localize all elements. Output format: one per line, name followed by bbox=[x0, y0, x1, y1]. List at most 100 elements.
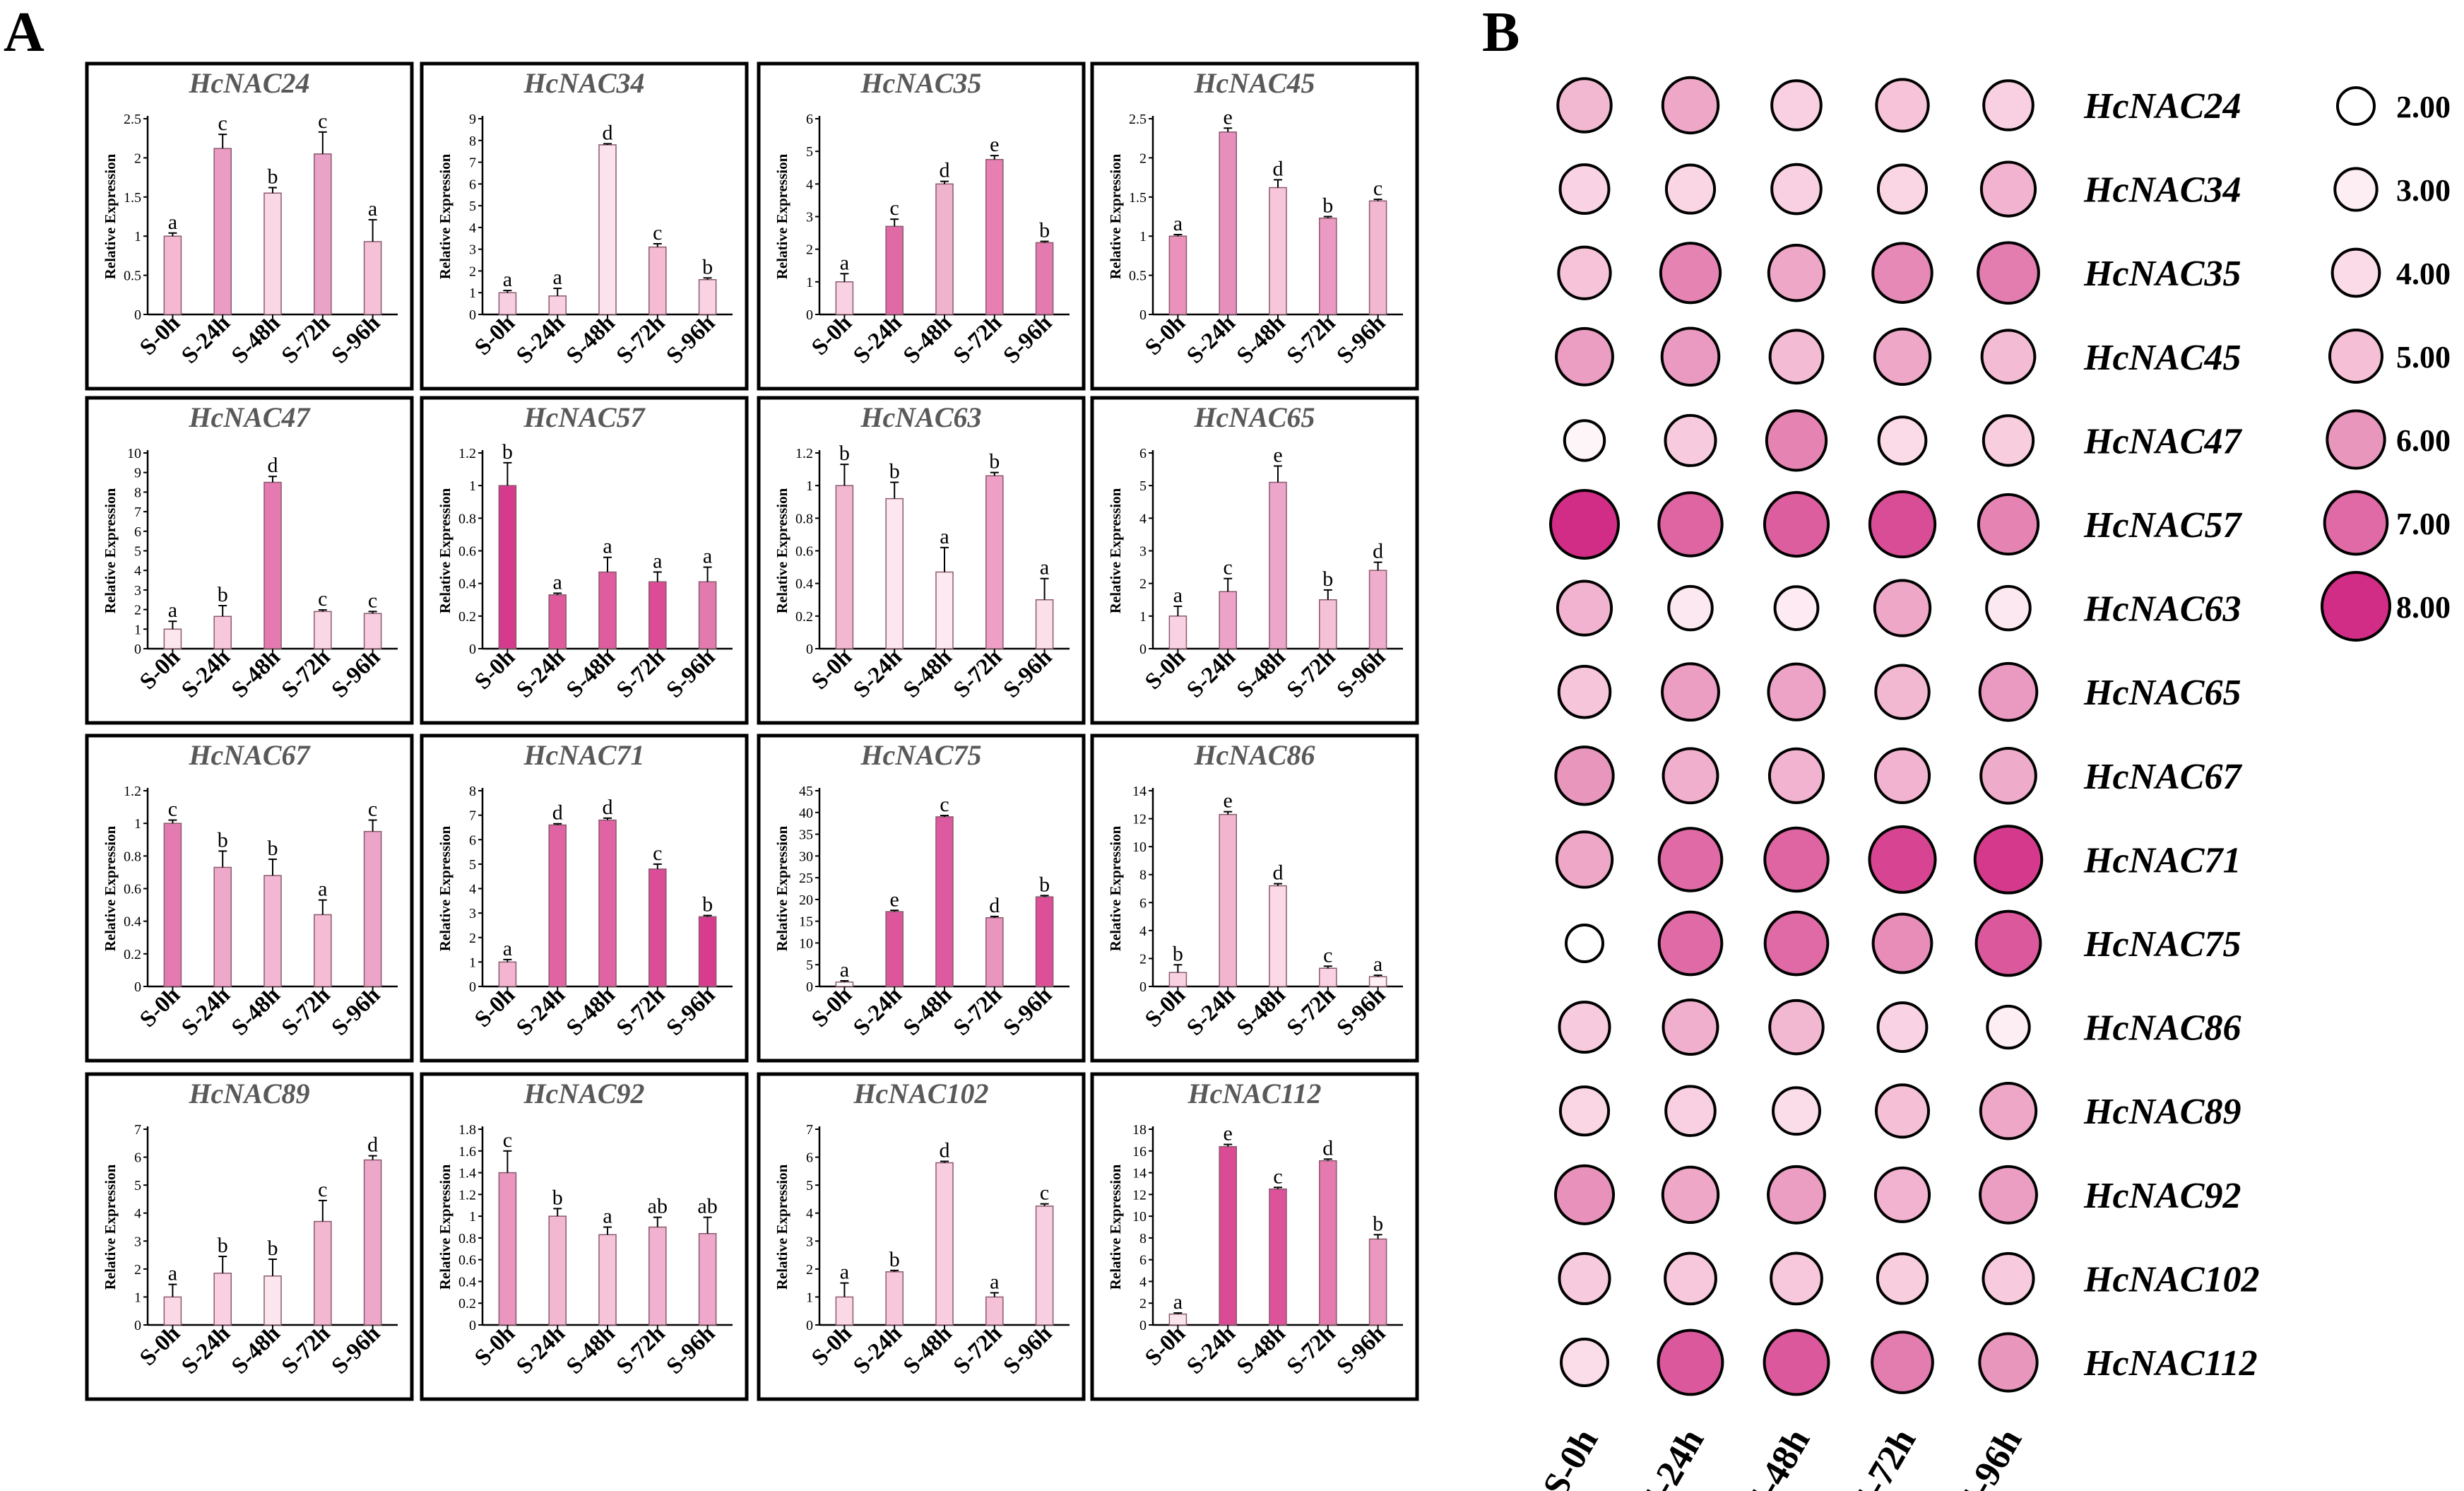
bubble bbox=[1556, 579, 1613, 637]
y-tick-label: 1 bbox=[469, 285, 476, 301]
bubble-row-label: HcNAC102 bbox=[2083, 1259, 2259, 1300]
bubble-row-label: HcNAC112 bbox=[2083, 1343, 2258, 1384]
bubble bbox=[1877, 416, 1928, 466]
bar bbox=[314, 611, 332, 649]
chart-title: HcNAC67 bbox=[188, 739, 311, 771]
chart-frame bbox=[757, 396, 1086, 725]
chart-title: HcNAC47 bbox=[188, 401, 311, 433]
bar bbox=[985, 1296, 1004, 1326]
bubble-row-hcnac75: HcNAC75 bbox=[1565, 909, 2241, 977]
bubble bbox=[1555, 830, 1614, 889]
significance-letter: d bbox=[603, 121, 613, 144]
bar bbox=[498, 485, 517, 649]
y-axis-label: Relative Expression bbox=[1107, 1164, 1124, 1290]
bubble bbox=[1664, 1251, 1717, 1306]
significance-letter: a bbox=[990, 1270, 999, 1293]
y-axis-label: Relative Expression bbox=[102, 488, 119, 613]
bar bbox=[163, 235, 182, 315]
y-tick-label: 5 bbox=[806, 1178, 813, 1194]
significance-letter: c bbox=[1323, 943, 1332, 967]
significance-letter: d bbox=[989, 894, 1000, 917]
bubble bbox=[1979, 1165, 2038, 1225]
bubble bbox=[1982, 414, 2035, 467]
bubble-column-label: S-48h bbox=[1738, 1422, 1818, 1491]
chart-title: HcNAC65 bbox=[1193, 401, 1315, 433]
significance-letter: a bbox=[318, 878, 327, 901]
legend-label: 8.00 bbox=[2396, 590, 2451, 625]
bar bbox=[213, 615, 232, 649]
bubble bbox=[1558, 1001, 1611, 1054]
bubble-column-label: S-0h bbox=[1535, 1422, 1606, 1491]
bubble-row-hcnac65: HcNAC65 bbox=[1557, 661, 2241, 722]
bubble-row-hcnac57: HcNAC57 bbox=[1549, 489, 2242, 560]
chart-title: HcNAC89 bbox=[188, 1078, 309, 1109]
bar bbox=[1319, 217, 1337, 315]
y-axis-label: Relative Expression bbox=[102, 153, 119, 279]
y-tick-label: 7 bbox=[469, 155, 476, 171]
bubble bbox=[1667, 584, 1714, 632]
significance-letter: d bbox=[940, 1139, 950, 1162]
y-tick-label: 1.5 bbox=[1129, 190, 1147, 206]
y-tick-label: 1.6 bbox=[458, 1144, 476, 1160]
panel-b-label: B bbox=[1482, 1, 1520, 64]
significance-letter: c bbox=[503, 1128, 512, 1152]
bubble bbox=[1661, 662, 1720, 722]
y-tick-label: 0.2 bbox=[458, 1296, 476, 1312]
significance-letter: b bbox=[1039, 873, 1050, 896]
significance-letter: a bbox=[168, 1262, 177, 1285]
significance-letter: b bbox=[702, 893, 713, 917]
bubble bbox=[1873, 747, 1931, 804]
bubble bbox=[1660, 326, 1721, 387]
bubble bbox=[1664, 1085, 1717, 1137]
y-tick-label: 12 bbox=[1132, 1187, 1147, 1203]
y-tick-label: 1 bbox=[1139, 609, 1147, 625]
significance-letter: a bbox=[653, 550, 662, 573]
significance-letter: d bbox=[367, 1133, 378, 1157]
y-tick-label: 0 bbox=[134, 307, 141, 323]
significance-letter: b bbox=[889, 460, 900, 483]
bubble bbox=[1560, 1338, 1609, 1387]
bubble-row-label: HcNAC45 bbox=[2083, 338, 2241, 378]
bubble bbox=[1770, 163, 1823, 216]
y-tick-label: 2 bbox=[134, 151, 141, 166]
bubble bbox=[1657, 1328, 1724, 1396]
bubble bbox=[1549, 489, 1620, 560]
bubble bbox=[1768, 329, 1825, 385]
bar bbox=[314, 914, 332, 987]
significance-letter: a bbox=[603, 535, 612, 558]
significance-letter: a bbox=[940, 525, 949, 548]
bar bbox=[648, 1226, 667, 1326]
bar bbox=[363, 830, 382, 987]
y-tick-label: 3 bbox=[134, 583, 141, 599]
y-tick-label: 3 bbox=[134, 1234, 141, 1249]
chart-frame bbox=[85, 1072, 414, 1401]
y-tick-label: 6 bbox=[1139, 1253, 1147, 1268]
bar bbox=[1368, 200, 1387, 315]
chart-hcnac63: HcNAC63 Relative Expression 0 0.2 0.4 0.6 0.8 1… bbox=[757, 396, 1086, 725]
y-tick-label: 0.8 bbox=[458, 1231, 476, 1247]
y-tick-label: 0 bbox=[134, 979, 141, 995]
y-tick-label: 40 bbox=[799, 806, 813, 821]
significance-letter: c bbox=[168, 798, 177, 821]
y-tick-label: 1.2 bbox=[458, 446, 476, 461]
significance-letter: a bbox=[553, 266, 562, 289]
bar bbox=[263, 875, 282, 987]
y-tick-label: 0.6 bbox=[124, 882, 141, 897]
y-tick-label: 0 bbox=[1139, 979, 1147, 995]
significance-letter: a bbox=[503, 937, 512, 960]
bubble bbox=[1982, 1251, 2035, 1305]
significance-letter: c bbox=[653, 842, 662, 865]
y-tick-label: 1 bbox=[806, 1290, 813, 1305]
chart-hcnac67: HcNAC67 Relative Expression 0 0.2 0.4 0.6 0.8 1… bbox=[85, 733, 414, 1063]
bubble-row-hcnac67: HcNAC67 bbox=[1554, 746, 2242, 806]
chart-frame bbox=[420, 396, 749, 725]
bubble bbox=[1553, 1164, 1616, 1225]
bubble-row-hcnac71: HcNAC71 bbox=[1555, 825, 2241, 895]
bar bbox=[698, 581, 717, 649]
bubble bbox=[1657, 910, 1724, 977]
chart-title: HcNAC24 bbox=[188, 67, 309, 99]
significance-letter: a bbox=[503, 268, 512, 291]
bar bbox=[698, 279, 717, 315]
